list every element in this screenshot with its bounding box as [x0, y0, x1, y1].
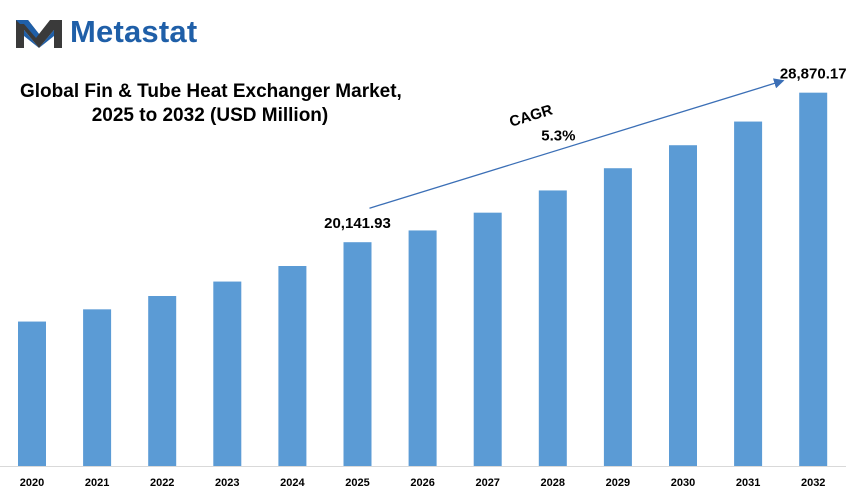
bar-2020 [18, 321, 46, 466]
brand-name: Metastat [70, 14, 198, 49]
brand-logo: Metastat [14, 14, 197, 50]
cagr-label: CAGR [507, 101, 554, 130]
x-tick-2024: 2024 [280, 477, 305, 489]
data-label-2032: 28,870.17 [780, 66, 847, 83]
data-label-2025: 20,141.93 [324, 215, 391, 232]
bar-2026 [408, 230, 437, 466]
bar-2025 [343, 242, 372, 466]
chart-title-line-1: Global Fin & Tube Heat Exchanger Market, [20, 81, 402, 102]
bar-2024 [278, 266, 307, 466]
bar-2031 [734, 121, 763, 467]
metastat-m-logo-icon [16, 20, 62, 48]
x-tick-2022: 2022 [150, 477, 174, 489]
chart-title-line-2: 2025 to 2032 (USD Million) [91, 105, 329, 126]
x-tick-2028: 2028 [541, 477, 565, 489]
bar-2022 [148, 296, 177, 466]
bar-2028 [538, 190, 567, 466]
x-tick-2025: 2025 [345, 477, 369, 489]
chart-title: Global Fin & Tube Heat Exchanger Market,… [20, 80, 402, 128]
bar-2030 [669, 145, 697, 466]
bar-2027 [473, 212, 502, 466]
x-tick-2032: 2032 [801, 477, 825, 489]
bar-2029 [603, 168, 632, 466]
x-tick-2031: 2031 [736, 477, 760, 489]
x-tick-2026: 2026 [410, 477, 434, 489]
bar-2021 [83, 309, 112, 466]
bar-2032 [799, 92, 828, 467]
x-tick-2029: 2029 [606, 477, 630, 489]
x-tick-2030: 2030 [671, 477, 695, 489]
bar-2023 [213, 281, 242, 466]
x-tick-2021: 2021 [85, 477, 109, 489]
cagr-value: 5.3% [541, 127, 575, 144]
x-tick-2020: 2020 [20, 477, 44, 489]
x-tick-2023: 2023 [215, 477, 239, 489]
cagr-arrow [369, 78, 785, 209]
x-tick-2027: 2027 [475, 477, 499, 489]
